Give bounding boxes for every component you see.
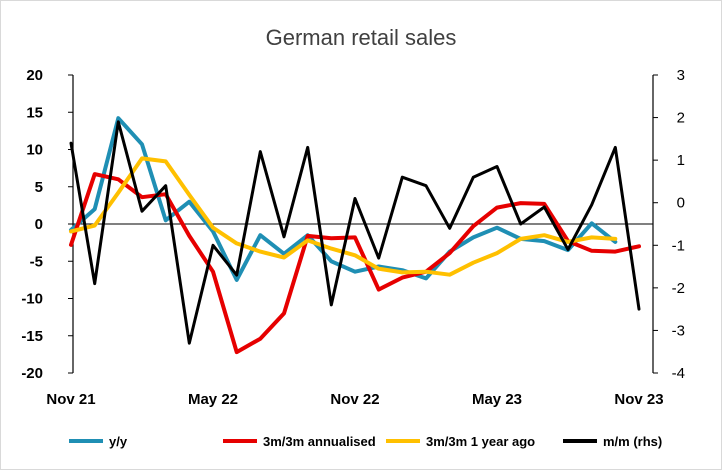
left-tick-label: -5 [30,253,43,270]
right-axis-ticks: 3 2 1 0 -1 -2 -3 -4 [653,67,685,382]
left-tick-label: -20 [21,365,43,382]
right-tick-label: -2 [672,280,685,297]
left-tick-label: 20 [26,67,43,84]
x-axis-ticks: Nov 21 May 22 Nov 22 May 23 Nov 23 [46,391,663,408]
left-tick-label: -10 [21,291,43,308]
right-tick-label: 3 [677,67,685,84]
left-tick-label: -15 [21,328,43,345]
x-tick-label: Nov 21 [46,391,95,408]
x-tick-label: Nov 22 [330,391,379,408]
x-tick-label: Nov 23 [614,391,663,408]
series-line-3 [69,120,641,345]
right-tick-label: 0 [677,195,685,212]
x-tick-label: May 22 [188,391,238,408]
legend-label-0: y/y [109,434,128,449]
chart-title: German retail sales [266,25,457,50]
right-tick-label: 2 [677,110,685,127]
legend-label-2: 3m/3m 1 year ago [426,434,535,449]
axes [72,75,654,373]
right-tick-label: -3 [672,322,685,339]
right-tick-label: -1 [672,237,685,254]
left-tick-label: 5 [35,179,43,196]
left-tick-label: 10 [26,142,43,159]
series-lines [69,116,641,355]
x-tick-label: May 23 [472,391,522,408]
right-tick-label: 1 [677,152,685,169]
left-axis-ticks: 20 15 10 5 0 -5 -10 -15 -20 [21,67,73,382]
right-tick-label: -4 [672,365,685,382]
legend: y/y 3m/3m annualised 3m/3m 1 year ago m/m (… [69,434,662,449]
left-tick-label: 0 [35,216,43,233]
left-tick-label: 15 [26,104,43,121]
legend-label-3: m/m (rhs) [603,434,662,449]
legend-label-1: 3m/3m annualised [263,434,376,449]
